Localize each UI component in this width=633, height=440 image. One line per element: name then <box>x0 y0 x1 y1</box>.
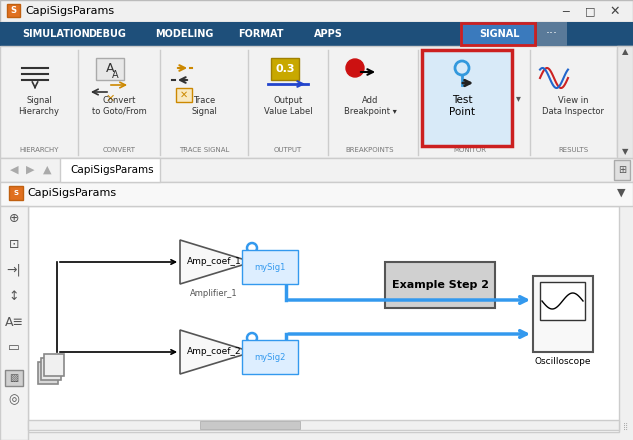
Text: ▲: ▲ <box>622 48 628 56</box>
Bar <box>0 182 633 206</box>
Bar <box>0 22 633 46</box>
Text: CapiSigsParams: CapiSigsParams <box>25 6 114 16</box>
Text: ⊕: ⊕ <box>9 212 19 224</box>
Bar <box>9 186 23 200</box>
Text: SIGNAL: SIGNAL <box>479 29 519 39</box>
Text: ···: ··· <box>546 27 558 40</box>
Bar <box>537 22 567 46</box>
Text: Output
Value Label: Output Value Label <box>264 96 312 116</box>
Text: →|: →| <box>6 264 22 276</box>
Text: SIMULATION: SIMULATION <box>22 29 90 39</box>
Text: HIERARCHY: HIERARCHY <box>19 147 59 153</box>
Text: TRACE SIGNAL: TRACE SIGNAL <box>179 147 229 153</box>
Text: CapiSigsParams: CapiSigsParams <box>27 188 116 198</box>
Text: RESULTS: RESULTS <box>558 147 588 153</box>
Text: 0.3: 0.3 <box>275 64 295 74</box>
Text: ⣿: ⣿ <box>624 424 629 430</box>
Bar <box>422 50 512 146</box>
Text: mySig2: mySig2 <box>254 352 285 362</box>
Text: Trace
Signal: Trace Signal <box>191 96 217 116</box>
Text: Amp_coef_1: Amp_coef_1 <box>187 257 241 267</box>
Text: FORMAT: FORMAT <box>238 29 284 39</box>
Text: View in
Data Inspector: View in Data Inspector <box>542 96 604 116</box>
Bar <box>422 50 512 146</box>
Bar <box>0 206 28 440</box>
Text: Amp_coef_2: Amp_coef_2 <box>187 348 241 356</box>
Text: CapiSigsParams: CapiSigsParams <box>70 165 154 175</box>
Text: Test
Point: Test Point <box>449 95 475 117</box>
Text: A: A <box>106 62 114 76</box>
Text: ▭: ▭ <box>8 341 20 355</box>
Polygon shape <box>180 330 252 374</box>
Text: ⊞: ⊞ <box>618 165 626 175</box>
Polygon shape <box>180 240 252 284</box>
Bar <box>176 88 192 102</box>
Text: ⊡: ⊡ <box>9 238 19 250</box>
Text: S: S <box>13 190 18 196</box>
Text: S: S <box>11 6 16 15</box>
Text: ▨: ▨ <box>9 373 18 383</box>
Bar <box>41 358 61 380</box>
Bar <box>614 160 630 180</box>
Bar <box>385 262 495 308</box>
Text: ◎: ◎ <box>9 393 20 407</box>
Text: A≡: A≡ <box>4 315 23 329</box>
Text: Add
Breakpoint ▾: Add Breakpoint ▾ <box>344 96 396 116</box>
Bar <box>28 206 619 432</box>
Bar <box>460 22 536 46</box>
Text: □: □ <box>585 6 595 16</box>
Text: ✕: ✕ <box>105 94 115 104</box>
Bar <box>0 46 633 158</box>
Bar <box>96 58 124 80</box>
Bar <box>617 46 633 158</box>
Text: APPS: APPS <box>314 29 343 39</box>
Text: MONITOR: MONITOR <box>453 147 487 153</box>
Bar <box>7 4 20 17</box>
Bar <box>44 354 64 376</box>
Bar <box>0 0 633 22</box>
Bar <box>0 158 633 182</box>
Text: ▾: ▾ <box>515 93 520 103</box>
Text: MODELING: MODELING <box>155 29 213 39</box>
Text: ▼: ▼ <box>617 188 625 198</box>
Bar <box>60 158 160 182</box>
Text: ▲: ▲ <box>43 165 51 175</box>
Bar <box>533 276 593 352</box>
Text: CONVERT: CONVERT <box>103 147 135 153</box>
Bar <box>5 370 23 386</box>
Bar <box>461 23 535 45</box>
Text: ↕: ↕ <box>9 290 19 302</box>
Text: Example Step 2: Example Step 2 <box>391 280 489 290</box>
Text: A: A <box>113 70 119 80</box>
Text: Signal
Hierarchy: Signal Hierarchy <box>18 96 60 116</box>
Text: Oscilloscope: Oscilloscope <box>535 357 591 367</box>
Text: ◀: ◀ <box>9 165 18 175</box>
Text: ─: ─ <box>561 6 568 16</box>
Text: ✕: ✕ <box>180 90 188 100</box>
Text: ▶: ▶ <box>26 165 34 175</box>
Bar <box>271 58 299 80</box>
Text: ✕: ✕ <box>610 4 620 18</box>
Bar <box>28 420 619 430</box>
Text: ▼: ▼ <box>622 147 628 157</box>
Text: DEBUG: DEBUG <box>88 29 126 39</box>
Text: OUTPUT: OUTPUT <box>274 147 302 153</box>
Text: BREAKPOINTS: BREAKPOINTS <box>346 147 394 153</box>
Bar <box>200 421 300 429</box>
Text: Convert
to Goto/From: Convert to Goto/From <box>92 96 146 116</box>
Bar <box>540 282 585 320</box>
Circle shape <box>346 59 364 77</box>
Text: Amplifier_1: Amplifier_1 <box>190 289 238 297</box>
Bar <box>38 362 58 384</box>
Text: mySig1: mySig1 <box>254 263 285 271</box>
